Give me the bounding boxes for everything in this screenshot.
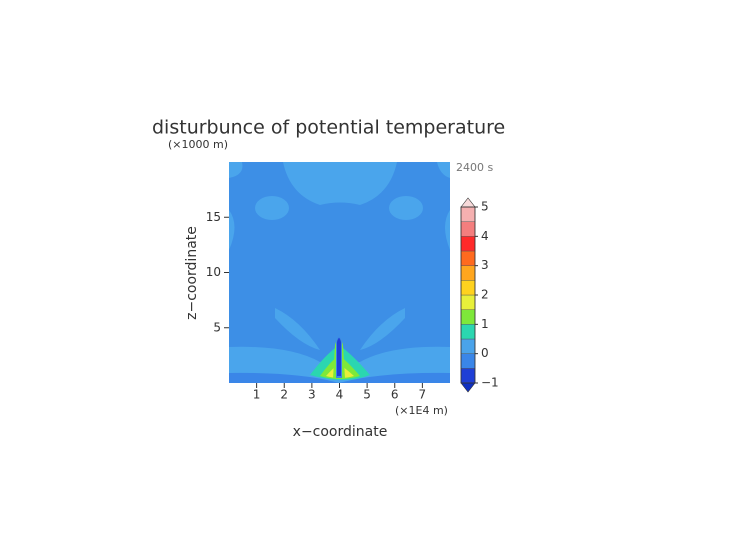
x-tick-label: 5 [363,388,371,402]
colorbar-band [460,353,476,369]
colorbar-tick-label: 5 [481,200,489,214]
time-label: 2400 s [456,161,493,174]
colorbar-band [460,206,476,222]
colorbar-band [460,368,476,384]
colorbar-tick-label: 3 [481,258,489,272]
colorbar-band [460,324,476,340]
x-tick-label: 4 [336,388,344,402]
y-tick-label: 5 [213,320,221,334]
x-unit: (×1E4 m) [395,404,448,417]
colorbar-band [460,221,476,237]
colorbar-over [460,197,476,208]
colorbar-tick-label: 0 [481,346,489,360]
colorbar-band [460,250,476,266]
contour-field [229,162,450,383]
colorbar-tick-label: 2 [481,288,489,302]
y-axis-label: z−coordinate [184,226,200,320]
colorbar-band [460,280,476,296]
colorbar-band [460,294,476,310]
y-unit: (×1000 m) [168,138,228,151]
x-tick-label: 3 [308,388,316,402]
colorbar-tick-label: 4 [481,229,489,243]
y-tick-label: 15 [206,210,221,224]
x-axis-label: x−coordinate [293,424,388,440]
chart-title: disturbunce of potential temperature [152,117,505,139]
x-tick-label: 1 [253,388,261,402]
colorbar-tick-label: 1 [481,317,489,331]
colorbar-under [460,382,476,393]
colorbar-band [460,309,476,325]
colorbar-tick-label: −1 [481,376,499,390]
colorbar-band [460,338,476,354]
x-tick-label: 6 [391,388,399,402]
x-tick-label: 2 [280,388,288,402]
x-tick-label: 7 [419,388,427,402]
colorbar-band [460,265,476,281]
y-tick-label: 10 [206,265,221,279]
colorbar-band [460,236,476,252]
